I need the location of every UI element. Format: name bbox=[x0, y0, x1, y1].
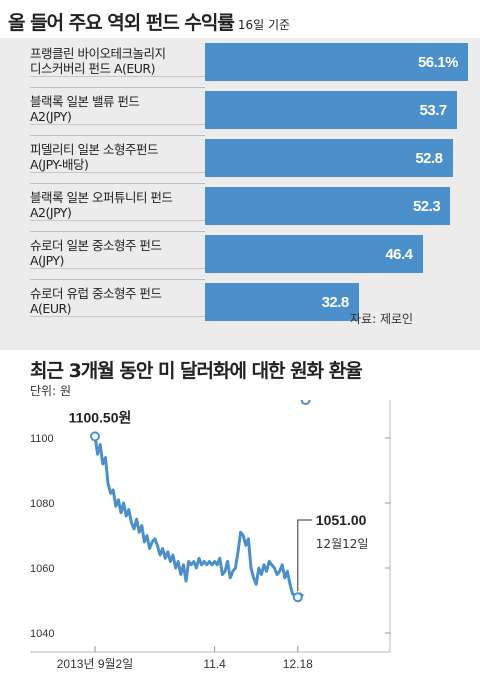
bar-category-line: 디스커버리 펀드 A(EUR) bbox=[30, 61, 155, 76]
y-tick-label: 1040 bbox=[30, 628, 54, 640]
bar-value-label: 56.1% bbox=[417, 54, 459, 71]
bar-category-label: 피델리티 일본 소형주펀드 A(JPY-배당) bbox=[30, 142, 208, 173]
bar-category-label: 블랙록 일본 밸류 펀드 A2(JPY) bbox=[30, 94, 208, 125]
bar bbox=[205, 139, 453, 177]
bar-category-label: 슈로더 유럽 중소형주 펀드 A(EUR) bbox=[30, 286, 208, 317]
bar bbox=[205, 43, 468, 81]
bar bbox=[205, 283, 359, 321]
source-note: 자료: 제로인 bbox=[350, 312, 414, 326]
bar-chart-rows: 프랭클린 바이오테크놀리지 디스커버리 펀드 A(EUR) 56.1% 블랙록 일본 … bbox=[30, 43, 468, 321]
bar-category-line: 블랙록 일본 밸류 펀드 bbox=[30, 94, 140, 109]
annotation-start-label: 1100.50원 bbox=[69, 409, 132, 425]
bar-chart-title: 올 들어 주요 역외 펀드 수익률 16일 기준 bbox=[8, 12, 291, 34]
bar-category-line: A(JPY-배당) bbox=[30, 157, 89, 172]
bar-chart-subtitle: 16일 기준 bbox=[237, 18, 291, 32]
bar bbox=[205, 187, 451, 225]
row-divider bbox=[30, 231, 205, 232]
row-divider bbox=[30, 87, 205, 88]
row-divider bbox=[30, 279, 205, 280]
row-divider bbox=[30, 135, 205, 136]
bar-category-line: A(JPY) bbox=[30, 253, 64, 268]
y-tick-label: 1060 bbox=[30, 563, 54, 575]
row-divider bbox=[30, 183, 205, 184]
bar-category-label: 슈로더 일본 중소형주 펀드 A(JPY) bbox=[30, 238, 208, 269]
bar-category-line: 슈로더 유럽 중소형주 펀드 bbox=[30, 286, 162, 301]
annotation-end-label: 1051.30 bbox=[316, 400, 367, 403]
bar-category-line: 프랭클린 바이오테크놀리지 bbox=[30, 46, 166, 61]
bar-category-line: 블랙록 일본 오퍼튜니티 펀드 bbox=[30, 190, 173, 205]
annotation-low-date: 12월12일 bbox=[316, 537, 369, 551]
bar-value-label: 53.7 bbox=[419, 102, 448, 119]
bar bbox=[205, 235, 423, 273]
annotation-marker bbox=[300, 400, 311, 405]
bar-category-line: A(EUR) bbox=[30, 301, 72, 316]
bar-value-label: 46.4 bbox=[385, 246, 413, 263]
bar-value-label: 32.8 bbox=[321, 294, 350, 311]
x-tick-label: 11.4 bbox=[203, 657, 226, 671]
bar bbox=[205, 91, 457, 129]
bar-value-label: 52.3 bbox=[412, 198, 441, 215]
bar-value-label: 52.8 bbox=[415, 150, 443, 167]
y-tick-label: 1080 bbox=[30, 498, 54, 510]
line-chart-title: 최근 3개월 동안 미 달러화에 대한 원화 환율 bbox=[30, 360, 363, 382]
exchange-rate-line bbox=[93, 436, 304, 599]
annotation-leader-line bbox=[297, 519, 312, 592]
bar-category-line: 피델리티 일본 소형주펀드 bbox=[30, 142, 158, 157]
annotation-marker bbox=[90, 431, 100, 442]
bar-category-label: 프랭클린 바이오테크놀리지 디스커버리 펀드 A(EUR) bbox=[30, 46, 208, 77]
annotation-low-label: 1051.00 bbox=[316, 512, 367, 528]
line-chart: 1040 1060 1080 1100 2013년 9월2일 11.4 12.18 1100.… bbox=[30, 400, 391, 671]
bar-category-line: A2(JPY) bbox=[30, 205, 72, 220]
bar-category-label: 블랙록 일본 오퍼튜니티 펀드 A2(JPY) bbox=[30, 190, 208, 221]
y-tick-label: 1100 bbox=[30, 433, 54, 445]
bar-category-line: 슈로더 일본 중소형주 펀드 bbox=[30, 238, 162, 253]
line-chart-unit: 단위: 원 bbox=[30, 384, 71, 398]
annotation-marker bbox=[292, 592, 303, 603]
x-tick-label: 12.18 bbox=[283, 657, 313, 671]
x-tick-label: 2013년 9월2일 bbox=[57, 657, 134, 671]
bar-category-line: A2(JPY) bbox=[30, 109, 72, 124]
